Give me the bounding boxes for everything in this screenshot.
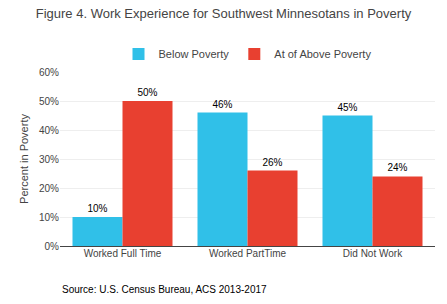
svg-text:50%: 50% — [39, 96, 59, 107]
svg-text:30%: 30% — [39, 154, 59, 165]
svg-text:24%: 24% — [387, 162, 407, 173]
svg-text:26%: 26% — [262, 157, 282, 168]
svg-text:20%: 20% — [39, 183, 59, 194]
svg-text:Below Poverty: Below Poverty — [159, 48, 230, 60]
svg-text:Figure 4. Work Experience for: Figure 4. Work Experience for Southwest … — [36, 6, 412, 21]
svg-text:0%: 0% — [45, 241, 60, 252]
svg-text:60%: 60% — [39, 67, 59, 78]
svg-text:Did Not Work: Did Not Work — [343, 248, 403, 259]
svg-text:At of Above Poverty: At of Above Poverty — [274, 48, 371, 60]
svg-text:Percent in Poverty: Percent in Poverty — [18, 114, 30, 204]
svg-text:10%: 10% — [87, 203, 107, 214]
svg-text:50%: 50% — [137, 87, 157, 98]
svg-text:46%: 46% — [212, 99, 232, 110]
svg-text:10%: 10% — [39, 212, 59, 223]
svg-text:40%: 40% — [39, 125, 59, 136]
svg-text:Worked PartTime: Worked PartTime — [209, 248, 287, 259]
svg-text:Worked Full Time: Worked Full Time — [84, 248, 162, 259]
svg-text:45%: 45% — [337, 102, 357, 113]
svg-text:Source: U.S. Census Bureau, AC: Source: U.S. Census Bureau, ACS 2013-201… — [62, 284, 267, 295]
